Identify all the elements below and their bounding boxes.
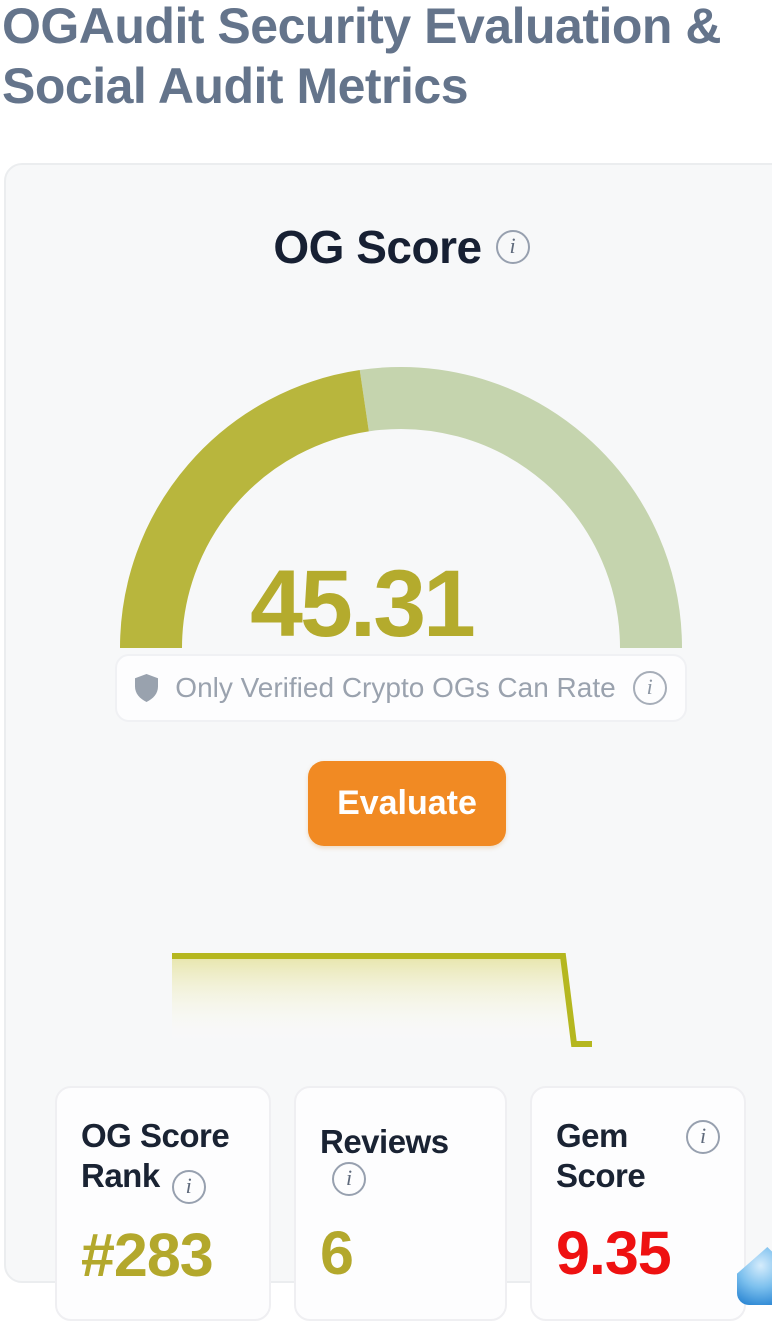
gauge-fill-arc: [120, 370, 370, 649]
stat-label-area: Reviews i: [320, 1116, 481, 1202]
score-history-chart: [172, 953, 592, 1047]
stat-label: OG Score Rank: [81, 1117, 230, 1194]
gauge-value: 45.31: [250, 551, 476, 657]
stat-label-area: Gem Score i: [556, 1116, 720, 1202]
gem-score-value: 9.35: [556, 1219, 672, 1287]
stats-row: OG Score Rank i #283 Reviews i 6 Gem Score…: [55, 1086, 746, 1321]
og-score-heading-row: OG Score i: [56, 220, 747, 274]
og-score-heading: OG Score: [273, 221, 482, 273]
trend-area-fill: [172, 956, 574, 1044]
stat-label: Gem Score: [556, 1117, 646, 1194]
stat-card-og-score-rank: OG Score Rank i #283: [55, 1086, 271, 1321]
og-score-rank-value: #283: [81, 1221, 214, 1289]
verified-badge-label: Only Verified Crypto OGs Can Rate: [175, 672, 616, 703]
og-score-card: OG Score i 45.31 Only Verified Crypto OG…: [4, 163, 772, 1321]
gauge-track-arc: [359, 367, 682, 649]
info-icon[interactable]: i: [332, 1162, 366, 1196]
shield-icon: [135, 674, 159, 702]
info-icon[interactable]: i: [495, 230, 530, 264]
trend-line: [172, 953, 592, 1047]
verified-badge: Only Verified Crypto OGs Can Rate i: [115, 654, 687, 722]
info-icon[interactable]: i: [686, 1120, 720, 1154]
stat-card-gem-score: Gem Score i 9.35: [530, 1086, 746, 1321]
evaluate-button[interactable]: Evaluate: [308, 761, 506, 846]
stat-label: Reviews: [320, 1123, 449, 1160]
stat-card-reviews: Reviews i 6: [294, 1086, 507, 1321]
page-title: OGAudit Security Evaluation & Social Aud…: [2, 0, 721, 114]
reviews-value: 6: [320, 1219, 354, 1287]
stat-label-area: OG Score Rank i: [81, 1116, 245, 1204]
info-icon[interactable]: i: [632, 671, 667, 705]
info-icon[interactable]: i: [171, 1170, 206, 1204]
og-score-gauge: [120, 367, 682, 649]
